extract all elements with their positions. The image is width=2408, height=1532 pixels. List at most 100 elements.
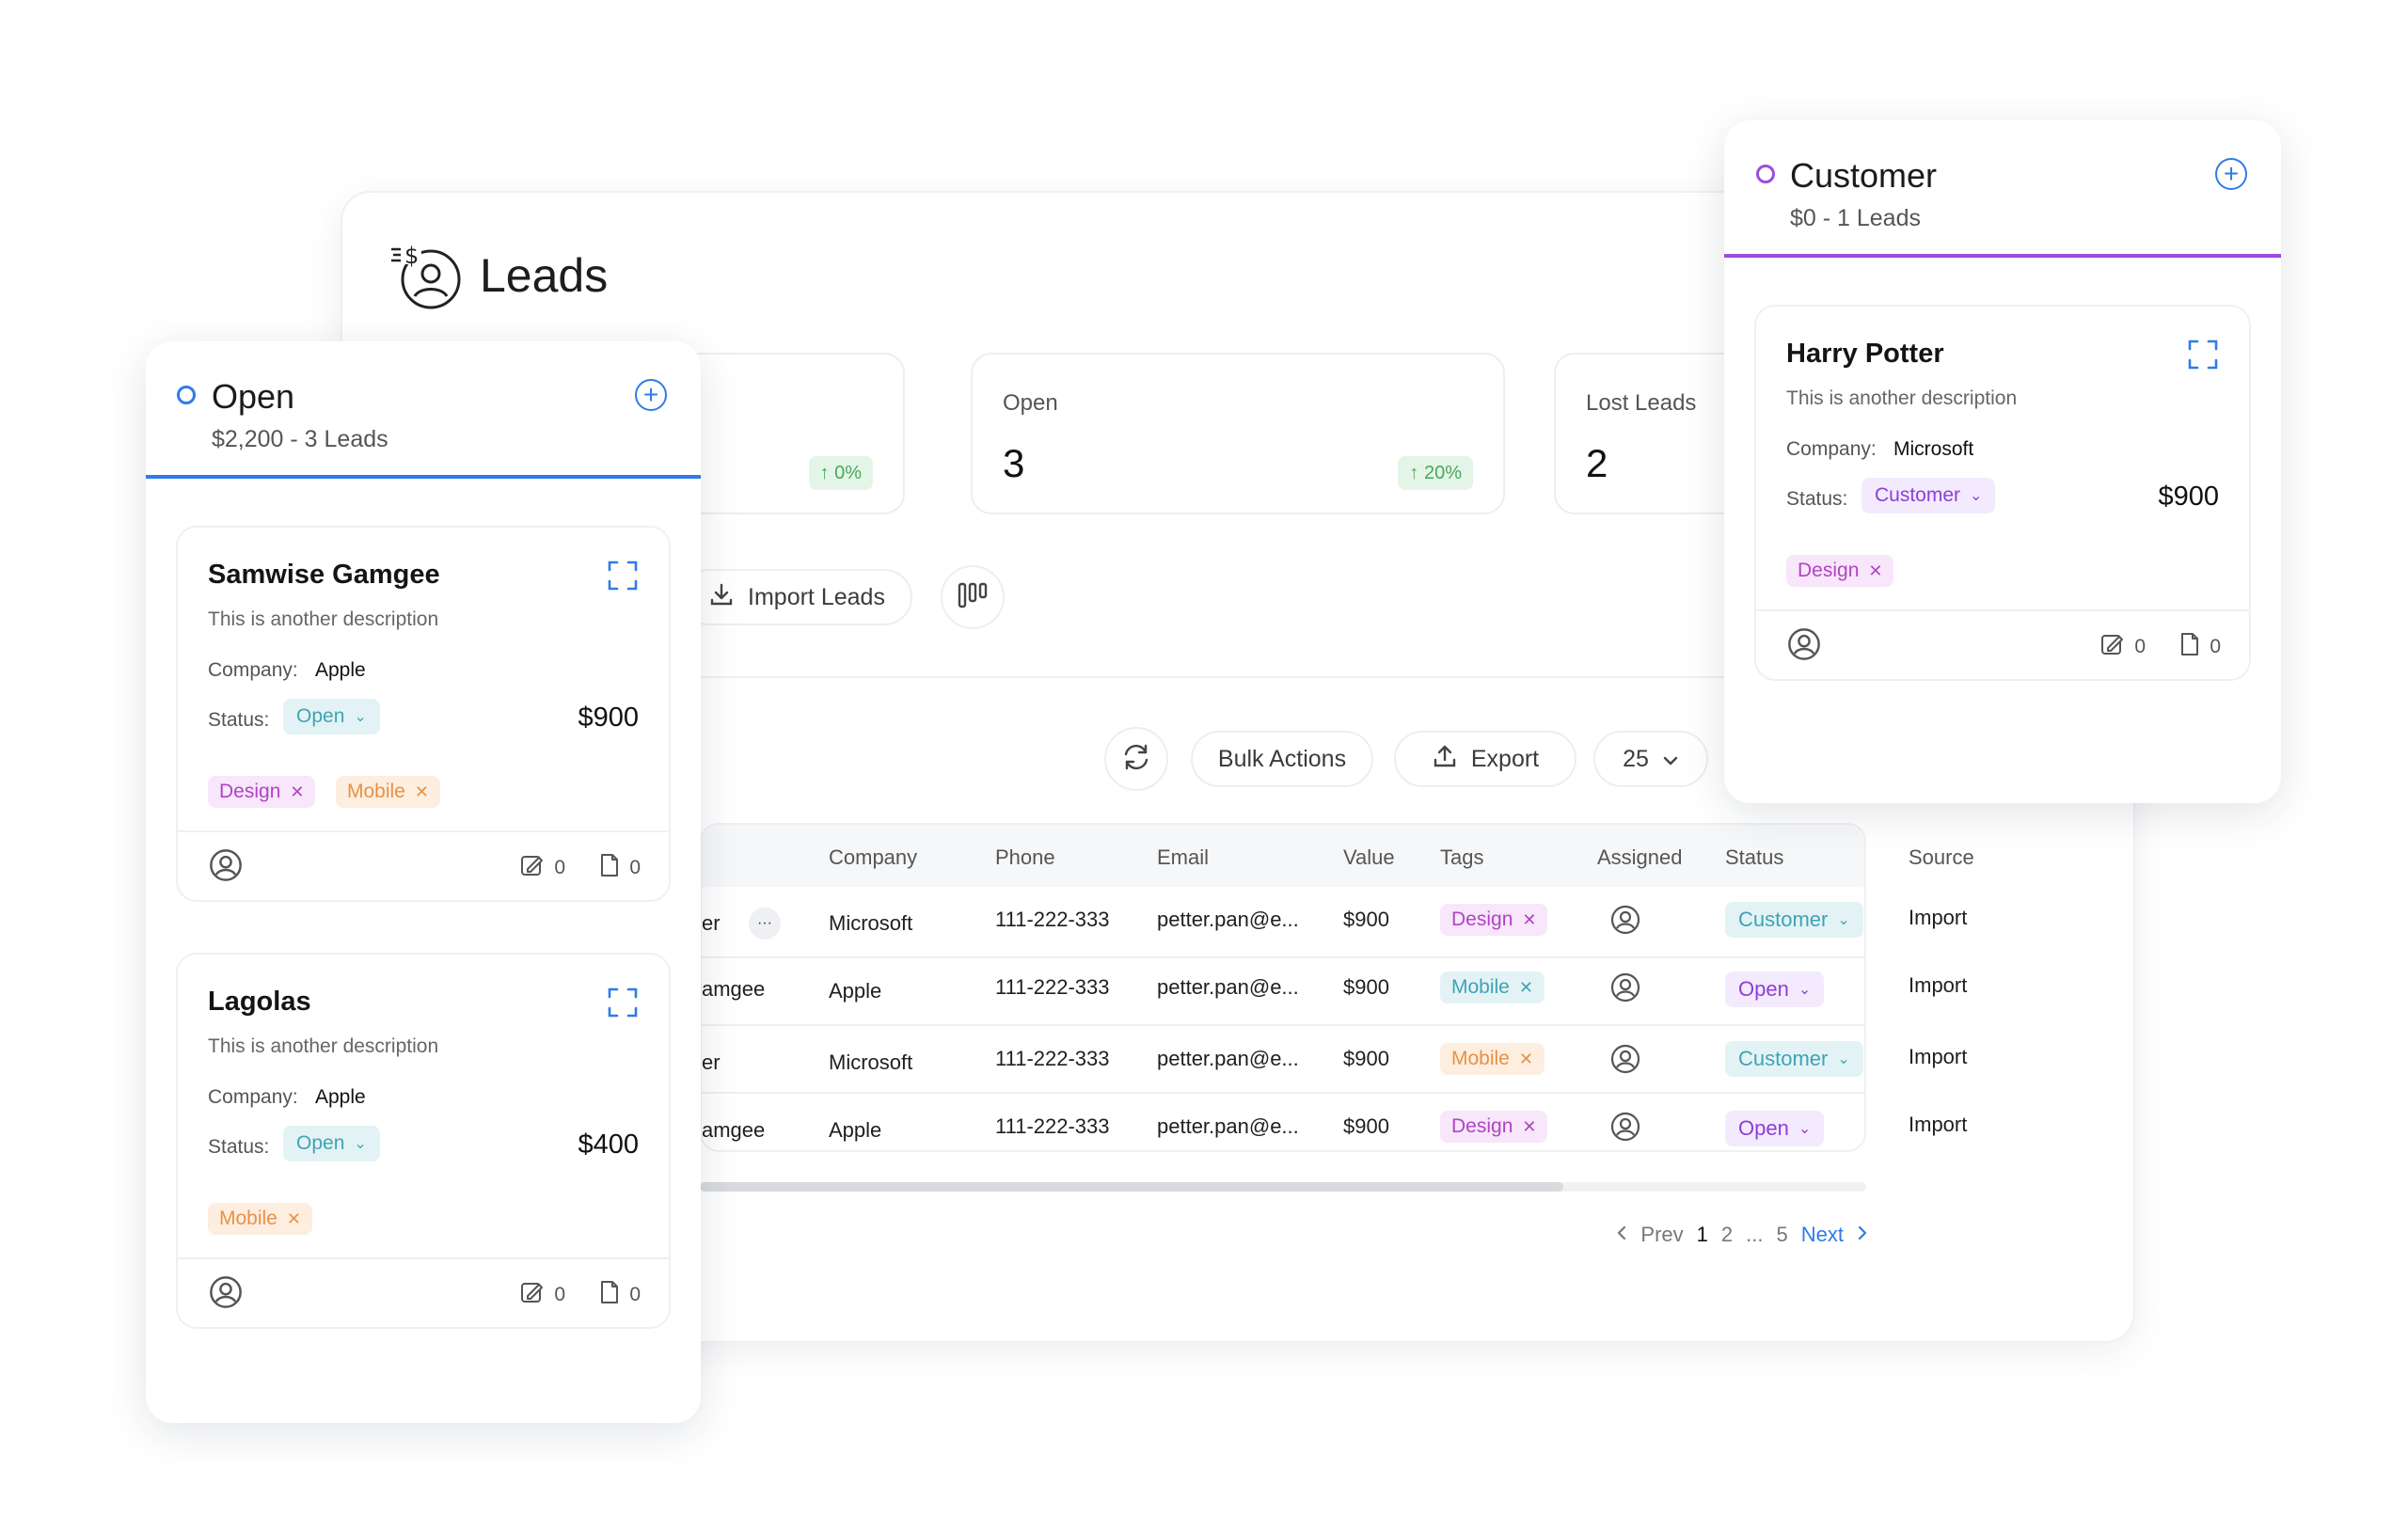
remove-tag-icon[interactable]: ✕ xyxy=(1522,1116,1537,1136)
column-title: Customer xyxy=(1790,156,1938,195)
status-label: Open xyxy=(1738,977,1789,1001)
status-dropdown[interactable]: Customer ⌄ xyxy=(1725,902,1863,938)
avatar[interactable] xyxy=(1609,904,1641,941)
tag-chip[interactable]: Mobile ✕ xyxy=(1440,1043,1545,1075)
comments-counter[interactable]: 0 xyxy=(520,853,565,883)
comments-counter[interactable]: 0 xyxy=(520,1280,565,1310)
avatar[interactable] xyxy=(1786,626,1822,662)
tag-chip[interactable]: Design ✕ xyxy=(1440,1111,1548,1143)
column-header[interactable]: Assigned xyxy=(1597,845,1683,869)
lead-card-value: $400 xyxy=(578,1129,639,1160)
column-header[interactable]: Source xyxy=(1909,845,1974,869)
email-cell[interactable]: petter.pan@e... xyxy=(1157,1047,1299,1070)
lead-card[interactable]: Lagolas This is another description Comp… xyxy=(176,953,671,1329)
prev-page-link[interactable]: Prev xyxy=(1640,1223,1684,1246)
comments-counter[interactable]: 0 xyxy=(2100,632,2146,662)
stat-value: 3 xyxy=(1003,441,1025,485)
page-size-select[interactable]: 25 xyxy=(1593,731,1708,787)
horizontal-scrollbar[interactable] xyxy=(700,1182,1866,1192)
refresh-icon xyxy=(1120,741,1152,778)
file-icon xyxy=(2179,632,2200,662)
column-header[interactable]: Tags xyxy=(1440,845,1484,869)
tag-chip[interactable]: Design ✕ xyxy=(1786,555,1894,587)
status-dropdown[interactable]: Open ⌄ xyxy=(1725,971,1825,1007)
bulk-actions-button[interactable]: Bulk Actions xyxy=(1191,731,1373,787)
remove-tag-icon[interactable]: ✕ xyxy=(286,1208,301,1228)
toolbar-divider xyxy=(700,676,2135,678)
chevron-right-icon[interactable] xyxy=(1857,1223,1868,1247)
import-leads-button[interactable]: Import Leads xyxy=(681,569,912,625)
files-counter[interactable]: 0 xyxy=(599,1280,641,1310)
remove-tag-icon[interactable]: ✕ xyxy=(414,782,429,801)
tag-chip[interactable]: Mobile ✕ xyxy=(1440,971,1545,1003)
page-link-5[interactable]: 5 xyxy=(1776,1223,1788,1246)
column-header[interactable]: Status xyxy=(1725,845,1784,869)
avatar[interactable] xyxy=(1609,971,1641,1009)
lead-card-name[interactable]: Lagolas xyxy=(208,987,311,1017)
chevron-left-icon[interactable] xyxy=(1616,1223,1627,1247)
status-value: Customer xyxy=(1875,484,1961,506)
refresh-button[interactable] xyxy=(1104,727,1168,791)
lead-name-cell[interactable]: amgee xyxy=(702,977,766,1001)
remove-tag-icon[interactable]: ✕ xyxy=(290,782,305,801)
status-dropdown[interactable]: Customer ⌄ xyxy=(1725,1041,1863,1077)
tag-label: Mobile xyxy=(219,1208,277,1229)
kanban-view-button[interactable] xyxy=(941,565,1005,629)
lead-card[interactable]: Harry Potter This is another description… xyxy=(1754,305,2251,681)
status-label: Status: xyxy=(1786,488,1848,510)
lead-name-cell[interactable]: er xyxy=(702,911,721,935)
tag-chip[interactable]: Mobile ✕ xyxy=(208,1203,312,1235)
expand-icon[interactable] xyxy=(607,987,639,1023)
remove-tag-icon[interactable]: ✕ xyxy=(1518,1049,1533,1068)
tag-chip[interactable]: Design ✕ xyxy=(208,776,316,808)
remove-tag-icon[interactable]: ✕ xyxy=(1522,909,1537,929)
email-cell[interactable]: petter.pan@e... xyxy=(1157,908,1299,931)
kanban-view-icon xyxy=(958,582,988,613)
column-header[interactable]: Company xyxy=(829,845,918,869)
status-dropdown[interactable]: Customer ⌄ xyxy=(1861,478,1996,513)
files-count: 0 xyxy=(629,857,641,878)
email-cell[interactable]: petter.pan@e... xyxy=(1157,975,1299,999)
files-counter[interactable]: 0 xyxy=(2179,632,2221,662)
tag-chip[interactable]: Design ✕ xyxy=(1440,904,1548,936)
row-more-button[interactable]: ··· xyxy=(749,908,781,940)
column-header[interactable]: Phone xyxy=(995,845,1055,869)
files-counter[interactable]: 0 xyxy=(599,853,641,883)
avatar[interactable] xyxy=(208,1274,244,1310)
lead-card-name[interactable]: Harry Potter xyxy=(1786,339,1944,369)
column-header[interactable]: Email xyxy=(1157,845,1210,869)
page-link-2[interactable]: 2 xyxy=(1720,1223,1734,1246)
export-button[interactable]: Export xyxy=(1394,731,1576,787)
add-lead-plus-icon[interactable]: + xyxy=(635,379,667,411)
edit-note-icon xyxy=(520,1280,545,1310)
lead-name-cell[interactable]: amgee xyxy=(702,1118,766,1142)
column-header[interactable]: Value xyxy=(1343,845,1395,869)
expand-icon[interactable] xyxy=(2187,339,2219,375)
avatar[interactable] xyxy=(1609,1043,1641,1081)
status-dropdown[interactable]: Open ⌄ xyxy=(1725,1111,1825,1146)
lead-card[interactable]: Samwise Gamgee This is another descripti… xyxy=(176,526,671,902)
page-link-1[interactable]: 1 xyxy=(1696,1223,1708,1246)
email-cell[interactable]: petter.pan@e... xyxy=(1157,1114,1299,1138)
next-page-link[interactable]: Next xyxy=(1800,1223,1844,1246)
scrollbar-thumb[interactable] xyxy=(700,1182,1563,1192)
stat-card-open: Open 3 ↑ 20% xyxy=(971,353,1505,514)
tag-chip[interactable]: Mobile ✕ xyxy=(336,776,440,808)
lead-name-cell[interactable]: er xyxy=(702,1050,721,1074)
remove-tag-icon[interactable]: ✕ xyxy=(1518,977,1533,997)
avatar[interactable] xyxy=(208,847,244,883)
expand-icon[interactable] xyxy=(607,560,639,596)
leads-dollar-person-icon: $ xyxy=(389,240,461,311)
value-cell: $900 xyxy=(1343,975,1389,999)
comments-count: 0 xyxy=(554,857,565,878)
company-label: Company: xyxy=(208,1086,298,1108)
status-dropdown[interactable]: Open ⌄ xyxy=(283,1126,380,1161)
row-divider xyxy=(702,1024,1864,1026)
remove-tag-icon[interactable]: ✕ xyxy=(1868,561,1883,580)
status-dropdown[interactable]: Open ⌄ xyxy=(283,699,380,734)
add-lead-plus-icon[interactable]: + xyxy=(2215,158,2247,190)
avatar[interactable] xyxy=(1609,1111,1641,1148)
lead-card-name[interactable]: Samwise Gamgee xyxy=(208,560,440,590)
tag-label: Design xyxy=(1798,560,1860,581)
phone-cell: 111-222-333 xyxy=(995,1114,1110,1138)
